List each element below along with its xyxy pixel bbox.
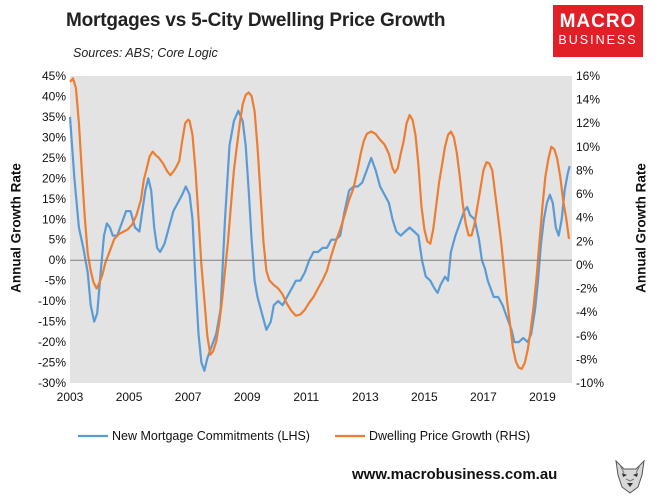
right-tick-label: -2% (576, 282, 598, 296)
left-tick-label: -25% (38, 356, 66, 370)
left-tick-label: -30% (38, 376, 66, 390)
logo-line-2: BUSINESS (558, 33, 638, 47)
x-tick-label: 2007 (175, 390, 202, 404)
logo-line-1: MACRO (559, 11, 637, 32)
right-tick-label: 12% (576, 116, 600, 130)
left-tick-label: 35% (42, 110, 66, 124)
x-tick-label: 2013 (352, 390, 379, 404)
mortgage-series-line (68, 109, 571, 372)
x-tick-label: 2005 (116, 390, 143, 404)
right-tick-label: -10% (576, 376, 604, 390)
right-tick-label: -6% (576, 329, 598, 343)
right-tick-label: 14% (576, 93, 600, 107)
x-tick-label: 2009 (234, 390, 261, 404)
left-tick-label: 30% (42, 130, 66, 144)
right-tick-label: 10% (576, 140, 600, 154)
x-tick-label: 2011 (293, 390, 319, 404)
left-tick-label: 45% (42, 69, 66, 83)
left-tick-label: -5% (45, 274, 67, 288)
x-tick-label: 2003 (57, 390, 84, 404)
right-tick-label: 0% (576, 258, 594, 272)
right-tick-label: 2% (576, 234, 594, 248)
left-tick-label: 15% (42, 192, 66, 206)
footer-url: www.macrobusiness.com.au (352, 466, 558, 483)
right-tick-label: -4% (576, 305, 598, 319)
left-tick-label: 0% (49, 253, 67, 267)
left-tick-label: 5% (49, 233, 67, 247)
x-tick-label: 2019 (529, 390, 556, 404)
left-tick-label: 10% (42, 212, 66, 226)
left-tick-label: 25% (42, 151, 66, 165)
right-tick-label: 4% (576, 211, 594, 225)
plot-area (70, 76, 572, 383)
chart-title: Mortgages vs 5-City Dwelling Price Growt… (66, 10, 446, 31)
legend-mortgage-label: New Mortgage Commitments (LHS) (112, 429, 310, 443)
wolf-logo-icon (615, 459, 645, 494)
x-tick-label: 2015 (411, 390, 438, 404)
left-tick-label: -10% (38, 294, 66, 308)
right-tick-label: -8% (576, 352, 598, 366)
x-tick-label: 2017 (470, 390, 497, 404)
left-tick-label: -20% (38, 335, 66, 349)
left-tick-label: 20% (42, 171, 66, 185)
legend-price-label: Dwelling Price Growth (RHS) (369, 429, 530, 443)
chart-sources: Sources: ABS; Core Logic (73, 46, 218, 60)
price-series-line (69, 77, 571, 370)
right-tick-label: 16% (576, 69, 600, 83)
macrobusiness-logo: MACRO BUSINESS (553, 5, 643, 57)
right-tick-label: 8% (576, 163, 594, 177)
left-tick-label: 40% (42, 89, 66, 103)
right-tick-label: 6% (576, 187, 594, 201)
left-tick-label: -15% (38, 315, 66, 329)
